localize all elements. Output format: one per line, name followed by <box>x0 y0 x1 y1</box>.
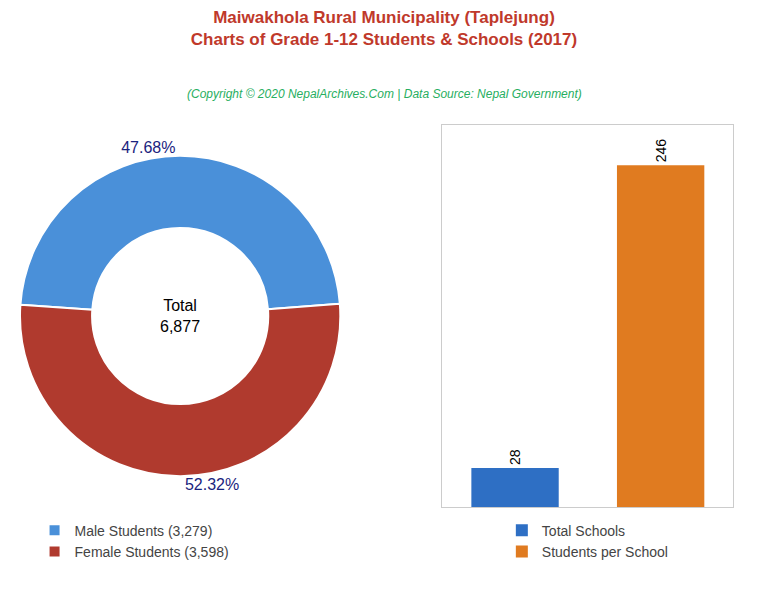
svg-text:Maiwakhola Rural Municipality: Maiwakhola Rural Municipality (Taplejung… <box>191 8 577 49</box>
svg-text:47.68%: 47.68% <box>121 139 175 156</box>
svg-text:246: 246 <box>653 139 669 163</box>
svg-text:Students per School: Students per School <box>542 544 668 560</box>
svg-text:28: 28 <box>507 449 523 465</box>
svg-text:52.32%: 52.32% <box>185 476 239 493</box>
svg-text:Total Schools: Total Schools <box>542 523 625 539</box>
svg-text:Female Students (3,598): Female Students (3,598) <box>75 544 229 560</box>
svg-text:Total6,877: Total6,877 <box>160 297 200 335</box>
svg-text:Male Students (3,279): Male Students (3,279) <box>75 523 213 539</box>
svg-text:(Copyright © 2020 NepalArchive: (Copyright © 2020 NepalArchives.Com | Da… <box>187 87 582 101</box>
